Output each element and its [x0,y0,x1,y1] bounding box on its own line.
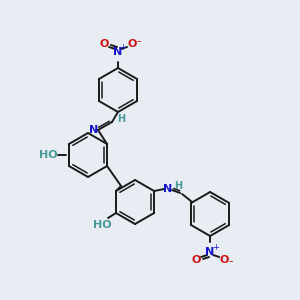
Text: O: O [219,255,229,265]
Text: N: N [164,184,173,194]
Text: -: - [229,256,233,268]
Text: N: N [206,247,215,257]
Text: O: O [127,39,137,49]
Text: O: O [191,255,201,265]
Text: H: H [117,114,125,124]
Text: -: - [137,35,141,49]
Text: HO: HO [39,150,57,160]
Text: +: + [120,43,126,52]
Text: N: N [113,47,123,57]
Text: N: N [89,125,99,135]
Text: HO: HO [93,220,111,230]
Text: O: O [99,39,109,49]
Text: H: H [174,181,182,191]
Text: +: + [212,242,218,251]
